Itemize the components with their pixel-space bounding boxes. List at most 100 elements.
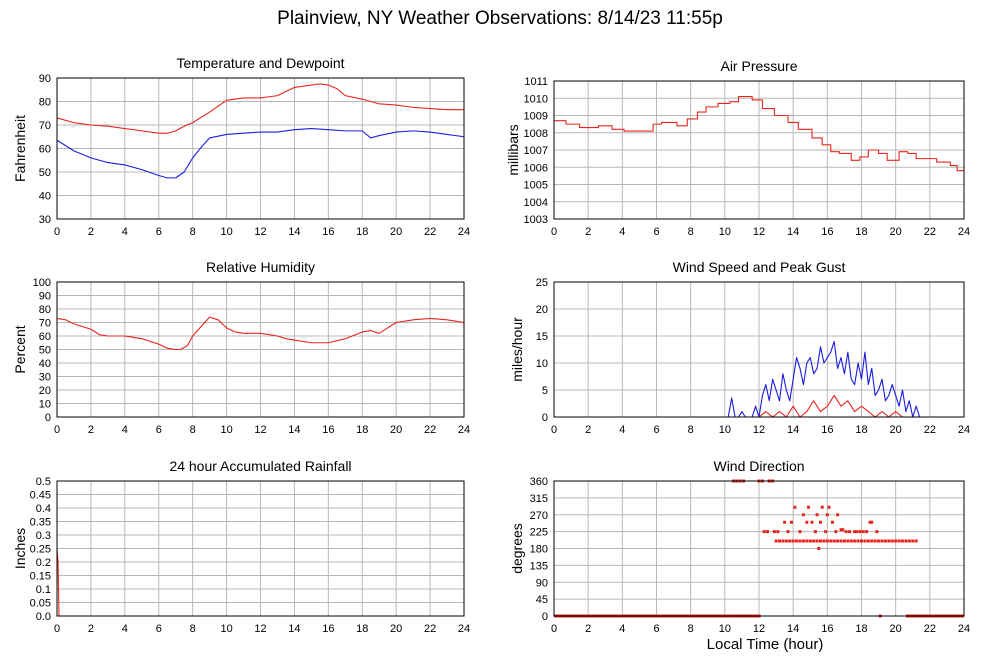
x-tick-label: 24	[458, 424, 470, 436]
x-tick-label: 12	[254, 424, 266, 436]
x-tick-label: 8	[190, 226, 196, 238]
x-tick-label: 24	[458, 623, 470, 635]
data-point	[877, 539, 881, 543]
y-tick-label: 360	[530, 476, 548, 488]
x-tick-label: 20	[390, 226, 402, 238]
series-line	[554, 340, 964, 418]
data-point	[861, 530, 865, 534]
data-point	[853, 530, 857, 534]
x-tick-label: 8	[688, 623, 694, 635]
x-tick-label: 18	[356, 424, 368, 436]
y-tick-label: 60	[39, 144, 51, 156]
data-point	[832, 539, 836, 543]
y-axis-label: Inches	[12, 528, 28, 569]
x-tick-label: 12	[254, 226, 266, 238]
y-tick-label: 1003	[524, 214, 548, 226]
data-point	[904, 539, 908, 543]
chart-title: Relative Humidity	[206, 259, 315, 275]
data-point	[807, 505, 811, 509]
data-point	[810, 520, 814, 524]
y-tick-label: 90	[536, 577, 548, 589]
x-tick-label: 16	[821, 623, 833, 635]
plot-frame	[553, 281, 965, 418]
y-tick-label: 1004	[524, 197, 548, 209]
series-line	[56, 83, 464, 134]
x-tick-label: 8	[688, 226, 694, 238]
x-tick-label: 16	[322, 226, 334, 238]
x-tick-label: 2	[88, 226, 94, 238]
data-point	[839, 528, 843, 532]
y-tick-label: 0.15	[30, 571, 51, 583]
x-tick-label: 2	[585, 424, 591, 436]
plot-frame	[56, 281, 465, 418]
data-point	[812, 539, 816, 543]
y-tick-label: 10	[39, 399, 51, 411]
data-point	[875, 530, 879, 534]
data-point	[801, 539, 805, 543]
x-tick-label: 22	[424, 424, 436, 436]
data-point	[860, 539, 863, 543]
data-point	[890, 539, 894, 543]
data-point	[830, 520, 834, 524]
x-tick-label: 18	[855, 623, 867, 635]
y-tick-label: 40	[39, 191, 51, 203]
x-tick-label: 6	[653, 424, 659, 436]
y-tick-label: 0.1	[36, 584, 51, 596]
x-tick-label: 14	[787, 226, 799, 238]
data-point	[854, 530, 858, 534]
y-tick-label: 25	[536, 277, 548, 289]
x-tick-label: 4	[619, 226, 625, 238]
data-point	[856, 539, 860, 543]
data-point	[834, 530, 838, 534]
data-point	[762, 530, 766, 534]
y-tick-label: 60	[39, 331, 51, 343]
data-point	[914, 539, 918, 543]
x-tick-label: 10	[719, 424, 731, 436]
data-point	[772, 530, 776, 534]
data-point	[774, 539, 778, 543]
y-tick-label: 0.35	[30, 517, 51, 529]
data-point	[866, 539, 870, 543]
data-point	[842, 539, 846, 543]
y-tick-label: 70	[39, 120, 51, 132]
y-tick-label: 1010	[524, 93, 548, 105]
data-point	[819, 520, 822, 524]
data-point	[817, 547, 821, 550]
data-point	[781, 539, 785, 543]
data-point	[801, 513, 805, 517]
data-point	[805, 539, 809, 543]
x-tick-label: 20	[390, 424, 402, 436]
y-tick-label: 100	[33, 277, 51, 289]
x-tick-label: 10	[220, 623, 232, 635]
chart-title: Wind Speed and Peak Gust	[673, 259, 846, 275]
y-tick-label: 0.3	[36, 530, 51, 542]
x-tick-label: 10	[220, 226, 232, 238]
x-tick-label: 4	[619, 623, 625, 635]
x-tick-label: 2	[585, 226, 591, 238]
data-point	[808, 539, 812, 543]
data-point	[883, 539, 887, 543]
x-tick-label: 4	[122, 623, 128, 635]
x-tick-label: 2	[88, 424, 94, 436]
x-tick-label: 24	[958, 623, 970, 635]
y-tick-label: 5	[542, 385, 548, 397]
y-tick-label: 1005	[524, 180, 548, 192]
x-tick-label: 10	[719, 226, 731, 238]
y-tick-label: 1009	[524, 111, 548, 123]
data-point	[820, 505, 824, 509]
plot-frame	[553, 480, 965, 617]
data-point	[788, 539, 792, 543]
y-tick-label: 10	[536, 358, 548, 370]
y-tick-label: 50	[39, 167, 51, 179]
x-tick-label: 6	[653, 623, 659, 635]
data-point	[798, 539, 802, 543]
x-tick-label: 16	[821, 424, 833, 436]
data-point	[863, 539, 867, 543]
y-tick-label: 80	[39, 304, 51, 316]
data-point	[911, 539, 915, 543]
y-tick-label: 0.45	[30, 490, 51, 502]
x-tick-label: 0	[54, 424, 60, 436]
x-tick-label: 22	[924, 424, 936, 436]
x-tick-label: 2	[585, 623, 591, 635]
